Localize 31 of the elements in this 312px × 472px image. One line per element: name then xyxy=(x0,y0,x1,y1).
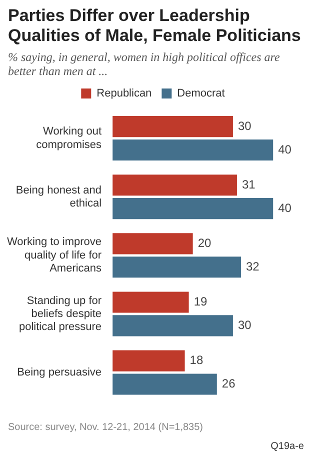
bar xyxy=(112,116,233,138)
data-label: 40 xyxy=(278,142,292,156)
text: Q19a-e xyxy=(270,441,304,452)
data-label: 32 xyxy=(246,259,260,274)
y-tick-label: Being persuasive xyxy=(17,366,102,379)
legend-label: Democrat xyxy=(177,88,225,100)
y-tick-label: Working out compromises xyxy=(36,126,102,151)
data-label: 31 xyxy=(242,177,256,192)
chart-subtitle: % saying, in general, women in high political offices are better than men at ... xyxy=(8,50,281,78)
source-note: Source: survey, Nov. 12-21, 2014 (N=1,835) xyxy=(8,422,204,433)
y-tick-label: Standing up for beliefs despite political pressure xyxy=(19,294,102,334)
bar xyxy=(112,233,193,254)
data-label: 19 xyxy=(194,294,208,309)
bar xyxy=(112,256,241,278)
chart-title: Parties Differ over Leadership Qualities of Male, Female Politicians xyxy=(8,6,302,46)
bar xyxy=(112,139,274,161)
bar xyxy=(112,315,233,336)
data-label: 20 xyxy=(198,236,212,250)
data-label: 30 xyxy=(238,118,252,133)
bar xyxy=(112,174,237,196)
y-tick-label: Being honest and ethical xyxy=(16,184,102,210)
data-label: 18 xyxy=(190,353,204,368)
data-label: 40 xyxy=(278,200,292,215)
bar xyxy=(112,292,189,313)
y-tick-label: Working to improve quality of life for Americans xyxy=(6,236,102,275)
data-label: 30 xyxy=(238,318,252,332)
data-label: 26 xyxy=(222,376,236,391)
bar xyxy=(112,374,217,395)
bar xyxy=(112,198,274,220)
legend-label: Republican xyxy=(96,88,152,100)
bar xyxy=(112,350,185,372)
